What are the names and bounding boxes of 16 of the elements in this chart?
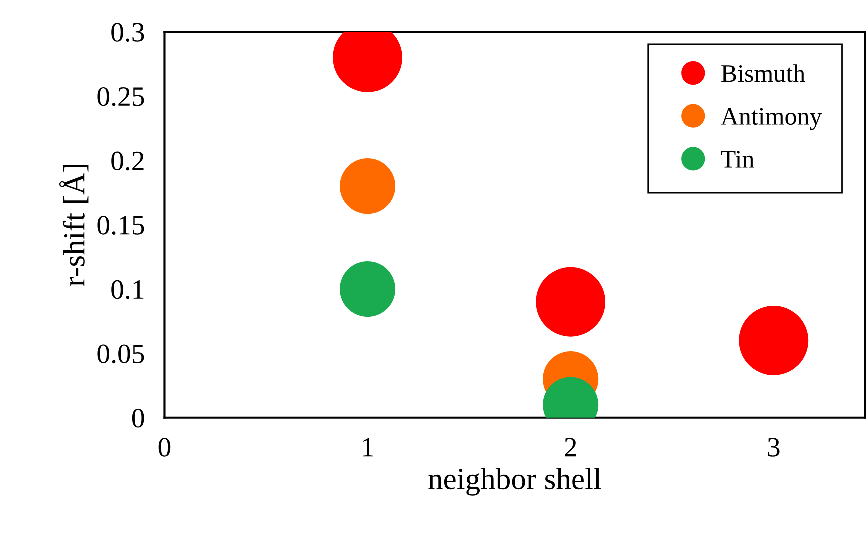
y-tick-label: 0.05	[98, 344, 144, 364]
legend-label: Bismuth	[722, 64, 806, 82]
legend-label: Antimony	[721, 108, 822, 130]
y-tick-label: 0.1	[112, 280, 144, 300]
x-tick-label: 2	[565, 438, 576, 457]
y-tick-label: 0	[132, 409, 144, 428]
y-tick-label: 0.25	[98, 87, 144, 106]
legend-label: Tin	[721, 151, 754, 168]
y-tick-label: 0.15	[98, 216, 144, 235]
y-tick-label: 0.3	[112, 23, 144, 42]
x-tick-label: 1	[363, 438, 374, 457]
y-axis-title: r-shift [Å]	[59, 165, 89, 286]
x-tick-label: 3	[768, 438, 780, 457]
x-tick-label: 0	[158, 438, 171, 457]
x-axis-title: neighbor shell	[428, 468, 602, 496]
y-tick-label: 0.2	[112, 152, 144, 171]
